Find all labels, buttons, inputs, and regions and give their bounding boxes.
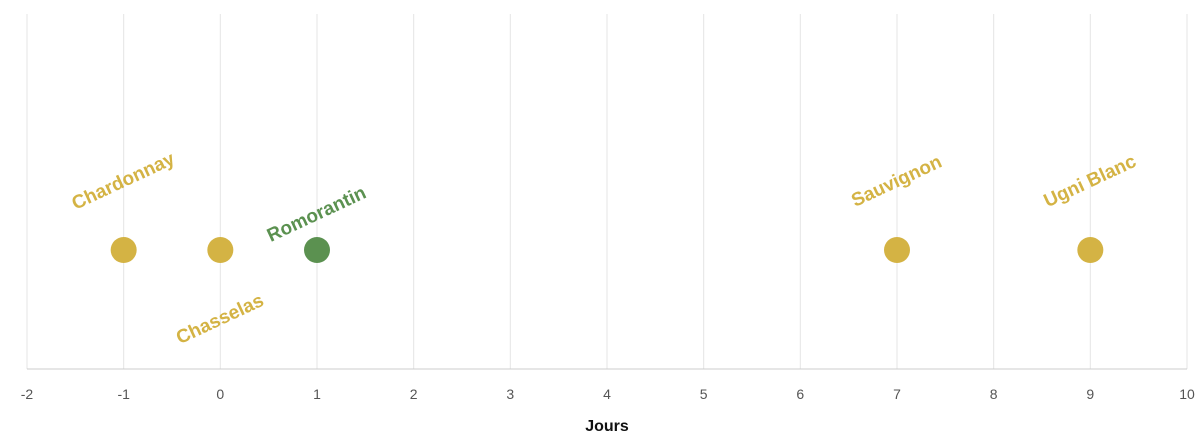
x-tick-label: 10 <box>1179 386 1195 402</box>
x-tick-label: -1 <box>117 386 130 402</box>
x-tick-label: 6 <box>796 386 804 402</box>
x-tick-label: 1 <box>313 386 321 402</box>
data-point <box>1077 237 1104 263</box>
x-tick-label: 5 <box>700 386 708 402</box>
x-tick-label: 3 <box>506 386 514 402</box>
x-tick-label: 4 <box>603 386 611 402</box>
data-points <box>110 237 1104 263</box>
grid-lines <box>26 14 1188 369</box>
x-tick-label: 2 <box>410 386 418 402</box>
x-tick-label: 9 <box>1086 386 1094 402</box>
data-point <box>304 237 330 263</box>
data-point <box>110 237 137 263</box>
x-axis-title: Jours <box>585 418 629 433</box>
data-point <box>207 237 234 263</box>
x-axis-ticks: -2 -1 0 1 2 3 4 5 6 7 8 9 10 <box>21 386 1195 402</box>
x-tick-label: 7 <box>893 386 901 402</box>
x-tick-label: 8 <box>990 386 998 402</box>
data-point <box>884 237 910 263</box>
x-tick-label: 0 <box>216 386 224 402</box>
x-tick-label: -2 <box>21 386 34 402</box>
